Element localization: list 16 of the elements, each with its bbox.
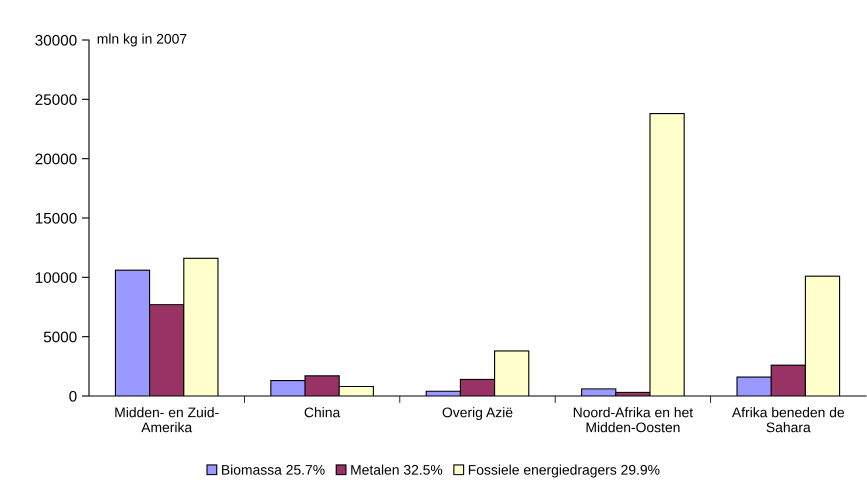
y-tick-label: 20000 <box>35 154 77 164</box>
y-tick-label: 30000 <box>35 34 77 46</box>
y-tick-label: 25000 <box>35 94 77 106</box>
x-tick-label: Midden- en Zuid- Amerika <box>115 407 219 432</box>
x-tick-label: China <box>304 407 340 418</box>
legend-label: Metalen 32.5% <box>351 464 442 475</box>
x-tick-label: Overig Azië <box>442 407 512 420</box>
legend-label: Biomassa 25.7% <box>222 464 325 475</box>
x-tick-label: Noord-Afrika en het Midden-Oosten <box>574 407 694 432</box>
y-tick-label: 0 <box>69 390 77 402</box>
x-tick-label: Afrika beneden de Sahara <box>732 407 844 432</box>
legend-label: Fossiele energiedragers 29.9% <box>468 464 660 478</box>
y-tick-label: 10000 <box>36 272 77 284</box>
y-tick-label: 15000 <box>36 212 77 224</box>
annotation: mln kg in 2007 <box>98 34 186 46</box>
y-tick-label: 5000 <box>44 332 77 342</box>
